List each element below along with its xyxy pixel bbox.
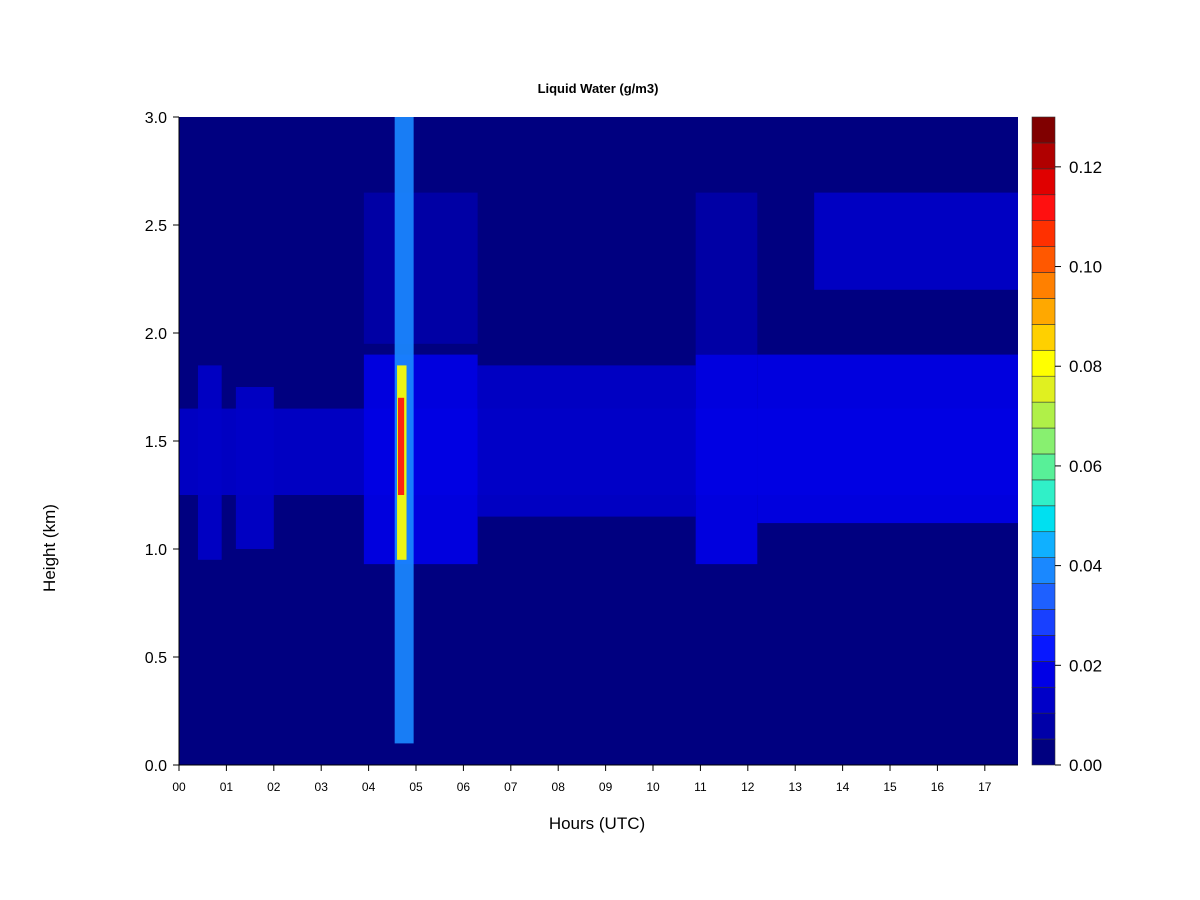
- y-tick-label: 2.5: [145, 218, 167, 235]
- x-tick-label: 04: [362, 780, 376, 794]
- colorbar-level: [1031, 686, 1056, 714]
- heatmap-region-1: [197, 365, 222, 560]
- colorbar-level: [1031, 220, 1056, 247]
- y-tick-label: 0.0: [145, 758, 167, 775]
- x-axis: 00 01 02 03 04 05 06 07 08 09 10 11 12 13 14 15 16 17: [172, 764, 1018, 794]
- colorbar-level: [1031, 324, 1056, 351]
- x-tick-label: 12: [741, 780, 755, 794]
- x-tick-label: 03: [315, 780, 329, 794]
- colorbar-level: [1031, 142, 1056, 170]
- colorbar-tick-label: 0.00: [1069, 756, 1102, 775]
- colorbar-level: [1031, 168, 1056, 196]
- heatmap-region-8: [477, 365, 696, 517]
- colorbar-level: [1031, 583, 1056, 610]
- colorbar-level: [1031, 557, 1056, 584]
- colorbar-level: [1031, 453, 1056, 481]
- x-tick-label: 08: [552, 780, 566, 794]
- x-tick-label: 01: [220, 780, 234, 794]
- heatmap-region-9: [695, 354, 758, 565]
- colorbar-level: [1031, 738, 1056, 766]
- x-tick-label: 07: [504, 780, 518, 794]
- x-tick-label: 11: [694, 780, 707, 794]
- colorbar: [1031, 116, 1056, 766]
- colorbar-level: [1031, 609, 1056, 636]
- x-tick-label: 13: [789, 780, 803, 794]
- y-axis: 0.0 0.5 1.0 1.5 2.0 2.5 3.0: [145, 110, 180, 775]
- heatmap-region-4: [363, 192, 478, 344]
- colorbar-level: [1031, 246, 1056, 273]
- colorbar-level: [1031, 194, 1056, 221]
- heatmap-region-11: [757, 354, 1018, 524]
- colorbar-level: [1031, 505, 1056, 533]
- x-tick-label: 09: [599, 780, 613, 794]
- colorbar-level: [1031, 712, 1056, 740]
- colorbar-tick-label: 0.10: [1069, 258, 1102, 277]
- heatmap-region-10: [695, 192, 758, 355]
- colorbar-ticks: 0.00 0.02 0.04 0.06 0.08 0.10 0.12: [1055, 158, 1102, 775]
- y-tick-label: 1.0: [145, 542, 167, 559]
- y-axis-label: Height (km): [40, 504, 59, 592]
- x-tick-label: 15: [883, 780, 897, 794]
- y-tick-label: 3.0: [145, 110, 167, 127]
- colorbar-level: [1031, 375, 1056, 403]
- x-tick-label: 14: [836, 780, 850, 794]
- colorbar-tick-label: 0.02: [1069, 656, 1102, 675]
- heatmap-region-3: [363, 354, 478, 565]
- y-tick-label: 1.5: [145, 434, 167, 451]
- colorbar-level: [1031, 272, 1056, 299]
- x-tick-label: 05: [409, 780, 423, 794]
- colorbar-tick-label: 0.04: [1069, 557, 1102, 576]
- colorbar-level: [1031, 401, 1056, 429]
- x-tick-label: 00: [172, 780, 186, 794]
- colorbar-tick-label: 0.08: [1069, 357, 1102, 376]
- chart-title: Liquid Water (g/m3): [538, 81, 659, 96]
- colorbar-tick-label: 0.06: [1069, 457, 1102, 476]
- heatmap-region-12: [814, 192, 1018, 290]
- x-tick-label: 10: [646, 780, 660, 794]
- colorbar-level: [1031, 349, 1056, 377]
- x-tick-label: 06: [457, 780, 471, 794]
- heatmap-region-7: [397, 397, 405, 495]
- x-tick-label: 16: [931, 780, 945, 794]
- colorbar-level: [1031, 427, 1056, 455]
- colorbar-level: [1031, 116, 1056, 144]
- colorbar-level: [1031, 298, 1056, 325]
- heatmap-region-2: [235, 387, 274, 549]
- colorbar-level: [1031, 479, 1056, 507]
- colorbar-level: [1031, 531, 1056, 558]
- colorbar-tick-label: 0.12: [1069, 158, 1102, 177]
- x-tick-label: 17: [978, 780, 992, 794]
- y-tick-label: 0.5: [145, 650, 167, 667]
- x-axis-label: Hours (UTC): [549, 814, 645, 833]
- x-tick-label: 02: [267, 780, 281, 794]
- y-tick-label: 2.0: [145, 326, 167, 343]
- plot-area: [179, 117, 1018, 765]
- colorbar-level: [1031, 635, 1056, 662]
- colorbar-level: [1031, 661, 1056, 688]
